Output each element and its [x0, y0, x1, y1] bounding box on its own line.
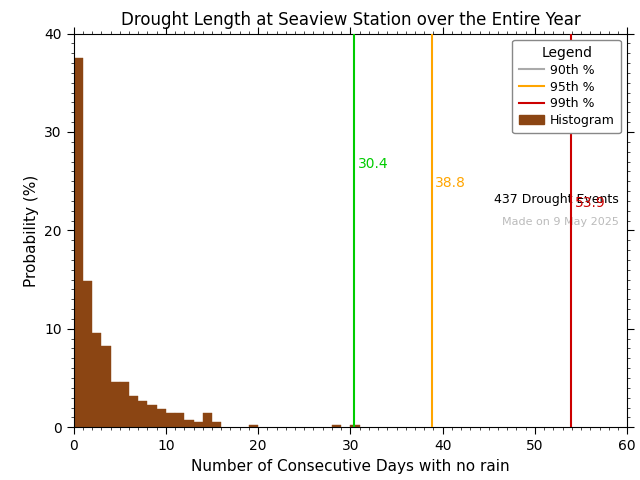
X-axis label: Number of Consecutive Days with no rain: Number of Consecutive Days with no rain [191, 458, 509, 474]
Bar [157, 409, 166, 427]
Bar [120, 382, 129, 427]
Bar [138, 401, 147, 427]
Bar [212, 422, 221, 427]
Bar [101, 346, 111, 427]
Bar [175, 413, 184, 427]
Text: 53.9: 53.9 [575, 196, 605, 210]
Bar [111, 382, 120, 427]
Text: 30.4: 30.4 [358, 156, 388, 170]
Text: 437 Drought Events: 437 Drought Events [494, 193, 619, 206]
Bar [351, 425, 360, 427]
Bar [147, 405, 157, 427]
Bar [249, 425, 258, 427]
Bar [166, 413, 175, 427]
Bar [203, 413, 212, 427]
Text: 38.8: 38.8 [435, 176, 466, 190]
Bar [193, 422, 203, 427]
Bar [129, 396, 138, 427]
Bar [74, 58, 83, 427]
Bar [184, 420, 193, 427]
Bar [83, 281, 92, 427]
Y-axis label: Probability (%): Probability (%) [24, 174, 38, 287]
Bar [92, 333, 101, 427]
Title: Drought Length at Seaview Station over the Entire Year: Drought Length at Seaview Station over t… [120, 11, 580, 29]
Text: Made on 9 May 2025: Made on 9 May 2025 [502, 216, 619, 227]
Bar [332, 425, 341, 427]
Legend: 90th %, 95th %, 99th %, Histogram: 90th %, 95th %, 99th %, Histogram [513, 40, 621, 133]
